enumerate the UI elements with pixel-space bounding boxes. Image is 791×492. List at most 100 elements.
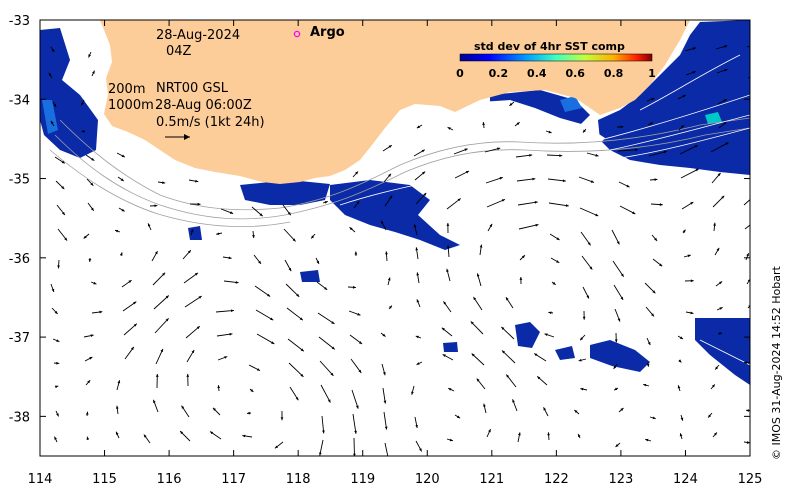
current-vector-head <box>756 74 759 77</box>
current-vector-head <box>589 266 593 270</box>
x-tick-label: 124 <box>673 472 698 487</box>
current-vector-head <box>489 223 493 228</box>
current-vector-head <box>652 416 656 420</box>
current-vector-head <box>724 45 728 48</box>
current-vector-head <box>626 184 630 188</box>
current-vector-head <box>147 223 151 227</box>
current-vector-head <box>682 229 686 233</box>
current-vector-head <box>55 385 59 389</box>
current-vector-head <box>723 99 727 102</box>
current-vector-head <box>501 199 505 202</box>
current-vector-head <box>615 443 619 447</box>
current-vector-head <box>292 238 296 242</box>
current-vector-head <box>620 125 624 129</box>
current-vector-head <box>613 365 617 369</box>
current-vector <box>680 168 699 179</box>
current-vector-head <box>543 407 547 411</box>
current-vector <box>547 178 566 182</box>
current-vector-head <box>746 253 749 257</box>
sst-patch-east-shelf <box>598 20 750 175</box>
bathymetry-contours <box>49 117 750 228</box>
current-vector-head <box>90 207 94 211</box>
current-vector-head <box>388 145 392 149</box>
current-vector-head <box>620 408 624 411</box>
current-vector-head <box>695 168 699 172</box>
current-vector-head <box>646 363 650 367</box>
date-label: 28-Aug-2024 <box>156 28 241 43</box>
current-vector-head <box>679 336 684 340</box>
scale-arrow-head <box>184 134 190 140</box>
current-vector <box>617 149 638 152</box>
colorbar-title: std dev of 4hr SST comp <box>474 40 625 53</box>
x-tick-label: 119 <box>350 472 375 487</box>
current-vector-head <box>242 434 246 438</box>
current-vector <box>548 202 569 207</box>
current-vector-head <box>324 201 328 204</box>
streamline-1 <box>599 94 750 141</box>
x-tick-label: 122 <box>544 472 569 487</box>
current-vector-head <box>556 260 560 263</box>
current-vector-head <box>180 431 184 435</box>
current-vector-head <box>766 149 769 152</box>
current-vector-head <box>92 70 95 74</box>
x-tick-label: 121 <box>479 472 504 487</box>
current-vector-head <box>713 432 717 436</box>
current-vector <box>579 207 599 217</box>
current-vector-head <box>643 383 647 387</box>
current-vector-head <box>632 211 636 214</box>
current-vector-head <box>271 341 275 344</box>
x-tick-label: 114 <box>28 472 53 487</box>
current-vector-head <box>256 368 261 371</box>
current-vector <box>746 45 750 48</box>
current-vector-head <box>87 380 91 384</box>
current-vector-head <box>595 153 599 157</box>
current-vector-head <box>724 68 728 72</box>
current-vector-head <box>442 354 446 357</box>
current-vector-head <box>690 202 694 205</box>
y-tick-label: -34 <box>9 93 30 108</box>
current-vector-head <box>416 125 421 129</box>
current-vector-head <box>537 376 541 380</box>
current-vector <box>679 144 699 155</box>
current-vector-head <box>708 414 712 418</box>
current-vector <box>288 362 304 378</box>
contour-1000m <box>54 127 750 220</box>
current-vector-head <box>90 334 94 337</box>
current-vector <box>286 307 304 321</box>
current-vector-head <box>692 47 696 50</box>
current-vector-head <box>352 285 356 289</box>
streamline-5 <box>339 181 431 206</box>
current-vector-head <box>295 397 299 401</box>
current-vector <box>612 260 625 278</box>
current-vector-head <box>690 311 694 315</box>
current-vector <box>321 415 325 434</box>
current-vector-head <box>270 317 274 321</box>
current-vector-head <box>186 373 190 377</box>
current-vector-head <box>590 180 594 183</box>
current-vector-head <box>287 212 291 216</box>
current-vector-head <box>81 102 84 106</box>
sst-patch-small-1 <box>300 270 320 282</box>
current-vector-head <box>582 129 586 133</box>
current-vector-head <box>719 307 723 310</box>
x-tick-label: 123 <box>608 472 633 487</box>
colorbar-ramp <box>459 53 653 62</box>
current-vector-head <box>471 353 475 357</box>
current-vector-head <box>456 415 461 419</box>
current-vector-head <box>416 362 420 365</box>
current-vector-head <box>381 220 384 224</box>
x-tick-label: 120 <box>415 472 440 487</box>
current-vector-head <box>744 361 748 365</box>
current-vector-head <box>620 273 624 277</box>
current-vector-head <box>413 224 417 228</box>
current-vector-head <box>574 409 578 413</box>
current-vector-head <box>387 456 390 459</box>
current-vector-head <box>288 267 292 272</box>
current-vector-head <box>580 387 584 391</box>
current-vector-head <box>51 48 55 53</box>
current-vector-head <box>518 432 521 436</box>
current-vector-head <box>443 301 447 305</box>
current-vector-head <box>165 318 169 322</box>
current-vector-head <box>725 142 729 146</box>
current-vector-head <box>694 145 698 148</box>
